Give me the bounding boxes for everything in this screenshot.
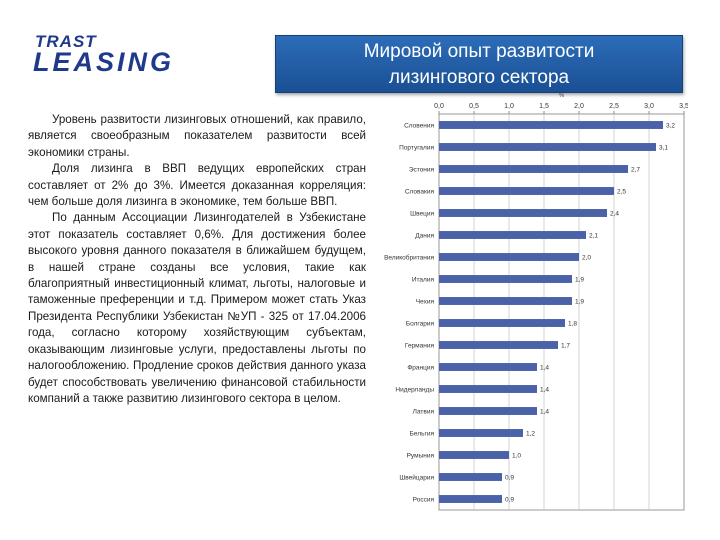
bar <box>439 363 537 371</box>
bar <box>439 187 614 195</box>
body-paragraph-2: Доля лизинга в ВВП ведущих европейских с… <box>28 162 366 209</box>
bar <box>439 231 586 239</box>
bar <box>439 143 656 151</box>
category-label: Великобритания <box>384 254 434 262</box>
logo-line-2: LEASING <box>33 47 175 77</box>
bar <box>439 495 502 503</box>
logo-line-1: TRAST <box>35 32 97 51</box>
value-label: 2,0 <box>582 255 591 262</box>
unit-label: % <box>559 93 565 99</box>
x-tick-label: 1,5 <box>539 103 549 110</box>
value-label: 1,7 <box>561 343 570 350</box>
bar <box>439 407 537 415</box>
bar <box>439 121 663 129</box>
body-paragraph-1: Уровень развитости лизинговых отношений,… <box>28 113 366 159</box>
bar <box>439 473 502 481</box>
value-label: 2,4 <box>610 211 619 218</box>
bar <box>439 275 572 283</box>
category-label: Швеция <box>410 211 434 218</box>
value-label: 1,4 <box>540 365 549 372</box>
value-label: 0,9 <box>505 475 514 482</box>
category-label: Румыния <box>407 453 435 460</box>
x-tick-label: 1,0 <box>504 103 514 110</box>
body-paragraph-3: По данным Ассоциации Лизингодателей в Уз… <box>28 211 366 405</box>
value-label: 0,9 <box>505 497 514 504</box>
category-label: Словения <box>404 123 434 130</box>
x-tick-label: 0,5 <box>469 103 479 110</box>
bar <box>439 341 558 349</box>
category-label: Дания <box>415 233 434 240</box>
value-label: 1,4 <box>540 409 549 416</box>
value-label: 1,0 <box>512 453 521 460</box>
bar <box>439 209 607 217</box>
x-tick-label: 2,0 <box>574 103 584 110</box>
bar <box>439 451 509 459</box>
slide-title-line-1: Мировой опыт развитости <box>363 41 595 62</box>
value-label: 2,5 <box>617 189 626 196</box>
category-label: Россия <box>413 497 435 504</box>
x-tick-label: 2,5 <box>609 103 619 110</box>
bar <box>439 385 537 393</box>
bar <box>439 319 565 327</box>
category-label: Бельгия <box>410 431 435 438</box>
slide-title-line-2: лизингового сектора <box>388 67 570 88</box>
leasing-share-chart: % 0,0 0,5 1,0 1,5 2,0 2,5 3,0 3,5 Словения 3,2 Порт… <box>383 92 688 515</box>
slide-title: Мировой опыт развитости лизингового сект… <box>275 35 683 93</box>
category-label: Франция <box>407 365 434 372</box>
value-label: 1,4 <box>540 387 549 394</box>
x-tick-label: 3,0 <box>644 103 654 110</box>
category-label: Эстония <box>409 167 435 174</box>
value-label: 1,2 <box>526 431 535 438</box>
value-label: 2,1 <box>589 233 598 240</box>
value-label: 3,1 <box>659 145 668 152</box>
plot-area <box>438 113 685 511</box>
category-label: Нидерланды <box>395 387 434 394</box>
bar <box>439 253 579 261</box>
category-label: Португалия <box>399 145 434 152</box>
value-label: 2,7 <box>631 167 640 174</box>
value-label: 3,2 <box>666 123 675 130</box>
x-tick-label: 0,0 <box>434 103 444 110</box>
category-label: Италия <box>412 277 435 284</box>
category-label: Латвия <box>413 409 435 416</box>
company-logo: TRAST LEASING <box>33 30 248 78</box>
bar <box>439 297 572 305</box>
value-label: 1,8 <box>568 321 577 328</box>
category-label: Болгария <box>406 321 435 328</box>
value-label: 1,9 <box>575 299 584 306</box>
value-label: 1,9 <box>575 277 584 284</box>
category-label: Словакия <box>405 189 435 196</box>
category-label: Швейцария <box>399 474 434 482</box>
category-label: Чехия <box>416 299 435 306</box>
bar <box>439 165 628 173</box>
bar <box>439 429 523 437</box>
category-label: Германия <box>405 343 435 350</box>
x-tick-label: 3,5 <box>679 103 688 110</box>
body-text: Уровень развитости лизинговых отношений,… <box>28 112 366 407</box>
chart-svg: % 0,0 0,5 1,0 1,5 2,0 2,5 3,0 3,5 Словения 3,2 Порт… <box>384 93 688 511</box>
